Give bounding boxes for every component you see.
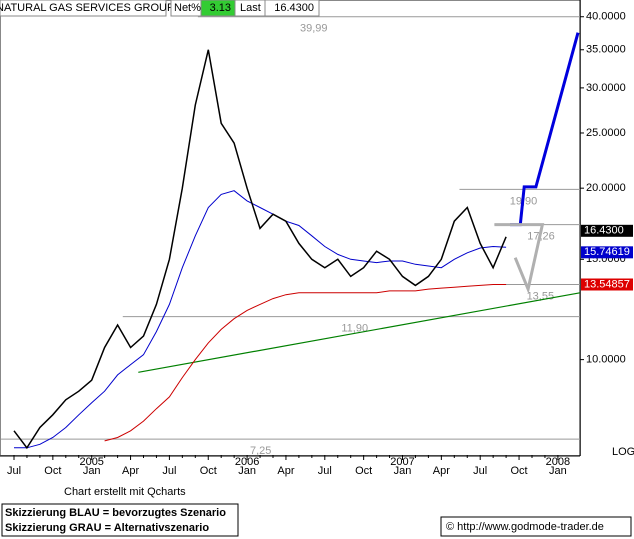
y-tick-label: 10.0000 [586,354,626,366]
header-last: 16.4300 [274,2,314,14]
y-tick-label: 20.0000 [586,182,626,194]
header-title-box [0,0,167,17]
header-last-label: Last [240,2,261,14]
header-change: 3.13 [210,2,231,14]
level-label: 7,25 [250,445,271,457]
credit: Chart erstellt mit Qcharts [64,486,186,498]
series-line [104,284,507,442]
header-title: NATURAL GAS SERVICES GROUP [0,2,174,14]
header-box [264,0,320,17]
x-tick-label: Jan [549,465,567,477]
last-value-label: 16.4300 [584,225,624,237]
last-value-label: 15.74619 [584,246,630,258]
x-tick-label: Jan [394,465,412,477]
scenario-path [494,223,545,295]
header-change-label: Net% [174,2,201,14]
x-year-label: 2007 [390,456,414,468]
y-tick-label: 30.0000 [586,82,626,94]
source-box [440,516,632,537]
x-tick-label: Oct [44,465,61,477]
legend-entry: Skizzierung GRAU = Alternativszenario [5,522,209,534]
x-tick-label: Oct [355,465,372,477]
x-tick-label: Jul [162,465,176,477]
x-year-label: 2006 [235,456,259,468]
x-tick-label: Jul [318,465,332,477]
x-tick-label: Apr [122,465,139,477]
x-tick-label: Oct [510,465,527,477]
last-value-label: 13.54857 [584,278,630,290]
y-tick-label: 35.0000 [586,44,626,56]
series-line [13,49,507,450]
x-tick-label: Jan [83,465,101,477]
x-tick-label: Apr [433,465,450,477]
x-year-label: 2008 [546,456,570,468]
legend-box [1,503,239,537]
x-tick-label: Jul [473,465,487,477]
series-line [14,190,507,449]
last-value-box [581,246,633,259]
x-tick-label: Oct [200,465,217,477]
last-value-box [581,224,633,237]
y-tick-label: 25.0000 [586,127,626,139]
trendline [138,292,581,373]
level-label: 13,55 [527,290,555,302]
level-label: 11,90 [341,322,368,334]
y-tick-label: 40.0000 [586,11,626,23]
source: © http://www.godmode-trader.de [446,521,604,533]
x-tick-label: Jul [7,465,21,477]
x-tick-label: Apr [277,465,294,477]
x-year-label: 2005 [79,456,103,468]
log-label: LOG [612,446,634,458]
x-tick-label: Jan [238,465,256,477]
level-label: 39,99 [300,23,328,35]
last-value-box [581,278,633,291]
legend-entry: Skizzierung BLAU = bevorzugtes Szenario [5,507,226,519]
